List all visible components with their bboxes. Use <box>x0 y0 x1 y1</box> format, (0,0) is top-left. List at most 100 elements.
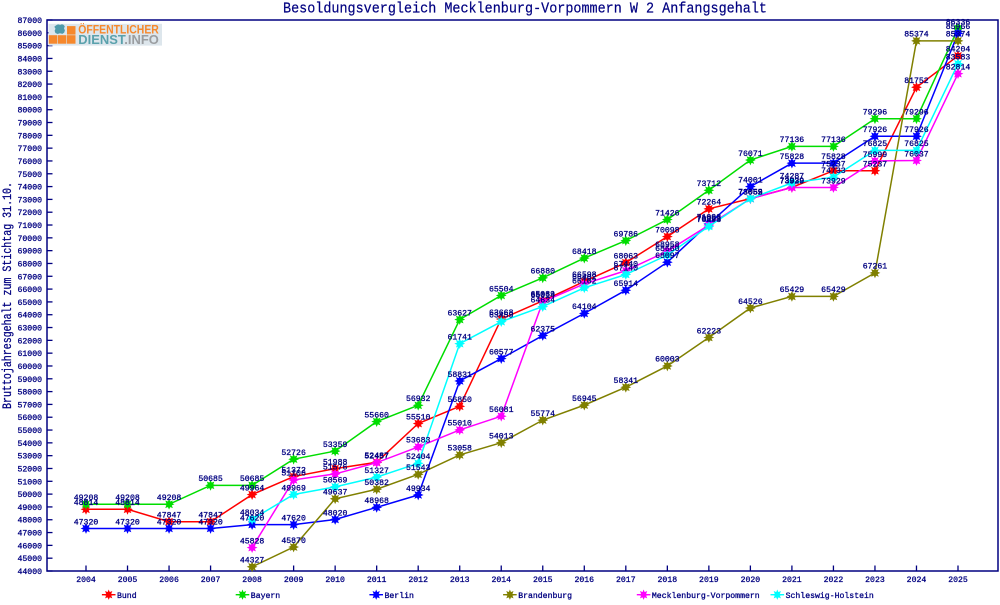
svg-text:60577: 60577 <box>489 348 514 357</box>
svg-text:47620: 47620 <box>240 514 265 523</box>
svg-text:79296: 79296 <box>904 109 929 118</box>
svg-text:76037: 76037 <box>904 150 929 159</box>
svg-text:85966: 85966 <box>946 23 971 32</box>
svg-text:65089: 65089 <box>531 291 556 300</box>
svg-text:55660: 55660 <box>364 411 389 420</box>
svg-text:77926: 77926 <box>904 126 929 135</box>
svg-text:51988: 51988 <box>323 458 348 467</box>
svg-text:48814: 48814 <box>74 499 99 508</box>
svg-text:60003: 60003 <box>655 356 680 365</box>
svg-text:69000: 69000 <box>18 248 43 257</box>
svg-text:2004: 2004 <box>76 576 96 585</box>
svg-text:2006: 2006 <box>159 576 179 585</box>
svg-text:56945: 56945 <box>572 395 597 404</box>
svg-text:77000: 77000 <box>18 145 43 154</box>
svg-text:71093: 71093 <box>697 214 722 223</box>
svg-text:73055: 73055 <box>738 188 763 197</box>
svg-text:Schleswig-Holstein: Schleswig-Holstein <box>786 591 874 600</box>
svg-text:74000: 74000 <box>18 184 43 193</box>
svg-text:Brandenburg: Brandenburg <box>518 591 572 600</box>
svg-text:Bruttojahresgehalt zum Stichta: Bruttojahresgehalt zum Stichtag 31.10. <box>1 182 15 409</box>
svg-text:48814: 48814 <box>115 499 140 508</box>
svg-text:75999: 75999 <box>863 151 888 160</box>
svg-text:85374: 85374 <box>946 31 971 40</box>
svg-text:2017: 2017 <box>616 576 636 585</box>
svg-text:78000: 78000 <box>18 132 43 141</box>
svg-text:55010: 55010 <box>447 420 472 429</box>
svg-text:47320: 47320 <box>198 518 223 527</box>
svg-text:47000: 47000 <box>18 530 43 539</box>
svg-text:68063: 68063 <box>614 252 639 261</box>
svg-text:2024: 2024 <box>907 576 927 585</box>
svg-text:45870: 45870 <box>281 537 306 546</box>
svg-text:71426: 71426 <box>655 209 680 218</box>
svg-text:2021: 2021 <box>782 576 802 585</box>
svg-text:66000: 66000 <box>18 286 43 295</box>
svg-text:2015: 2015 <box>533 576 553 585</box>
svg-text:68958: 68958 <box>655 241 680 250</box>
svg-text:63668: 63668 <box>489 309 514 318</box>
svg-text:Bayern: Bayern <box>251 592 280 600</box>
svg-text:75237: 75237 <box>821 161 846 170</box>
svg-text:51106: 51106 <box>281 470 306 479</box>
svg-text:45828: 45828 <box>240 537 265 546</box>
svg-text:56081: 56081 <box>489 406 514 415</box>
svg-text:56932: 56932 <box>406 395 431 404</box>
svg-text:75828: 75828 <box>821 153 846 162</box>
svg-text:65429: 65429 <box>821 286 846 295</box>
svg-text:65014: 65014 <box>531 292 556 301</box>
svg-text:55774: 55774 <box>531 410 556 419</box>
svg-text:50000: 50000 <box>18 491 43 500</box>
svg-text:66880: 66880 <box>531 268 556 277</box>
svg-text:66598: 66598 <box>572 271 597 280</box>
svg-text:73059: 73059 <box>738 188 763 197</box>
svg-text:50569: 50569 <box>323 477 348 486</box>
svg-text:DIENST.INFO: DIENST.INFO <box>78 32 159 47</box>
svg-text:Berlin: Berlin <box>385 591 414 600</box>
svg-text:64104: 64104 <box>572 303 597 312</box>
svg-text:85374: 85374 <box>904 31 929 40</box>
svg-text:2005: 2005 <box>118 576 138 585</box>
svg-text:2020: 2020 <box>741 576 761 585</box>
svg-text:44327: 44327 <box>240 557 265 566</box>
svg-text:79000: 79000 <box>18 120 43 129</box>
svg-text:49637: 49637 <box>323 489 348 498</box>
svg-text:87000: 87000 <box>18 17 43 26</box>
svg-text:55510: 55510 <box>406 413 431 422</box>
svg-text:63000: 63000 <box>18 325 43 334</box>
svg-text:69786: 69786 <box>614 230 639 239</box>
svg-text:44000: 44000 <box>18 568 43 577</box>
svg-text:76825: 76825 <box>904 140 929 149</box>
svg-text:81752: 81752 <box>904 77 929 86</box>
svg-text:66102: 66102 <box>572 278 597 287</box>
svg-text:61000: 61000 <box>18 350 43 359</box>
svg-text:61741: 61741 <box>447 333 472 342</box>
svg-text:51327: 51327 <box>364 467 389 476</box>
svg-text:73062: 73062 <box>738 188 763 197</box>
svg-text:76071: 76071 <box>738 150 763 159</box>
svg-text:52487: 52487 <box>364 452 389 461</box>
svg-text:58341: 58341 <box>614 377 639 386</box>
svg-text:2016: 2016 <box>574 576 594 585</box>
svg-text:74001: 74001 <box>738 176 763 185</box>
svg-text:71000: 71000 <box>18 222 43 231</box>
svg-text:49964: 49964 <box>240 484 265 493</box>
svg-text:86000: 86000 <box>18 30 43 39</box>
svg-text:ÖFFENTLICHER: ÖFFENTLICHER <box>78 22 159 36</box>
svg-text:63459: 63459 <box>489 311 514 320</box>
svg-text:68000: 68000 <box>18 260 43 269</box>
svg-text:52457: 52457 <box>364 452 389 461</box>
svg-text:70893: 70893 <box>697 216 722 225</box>
svg-text:83583: 83583 <box>946 54 971 63</box>
svg-text:48000: 48000 <box>18 517 43 526</box>
svg-text:68418: 68418 <box>572 248 597 257</box>
svg-text:75237: 75237 <box>863 161 888 170</box>
svg-text:49208: 49208 <box>115 494 140 503</box>
svg-text:51576: 51576 <box>323 464 348 473</box>
svg-text:65429: 65429 <box>780 286 805 295</box>
svg-text:47620: 47620 <box>281 514 306 523</box>
svg-text:2018: 2018 <box>658 576 678 585</box>
svg-text:75828: 75828 <box>780 153 805 162</box>
svg-text:Besoldungsvergleich Mecklenbur: Besoldungsvergleich Mecklenburg-Vorpomme… <box>283 1 767 18</box>
svg-text:55000: 55000 <box>18 427 43 436</box>
